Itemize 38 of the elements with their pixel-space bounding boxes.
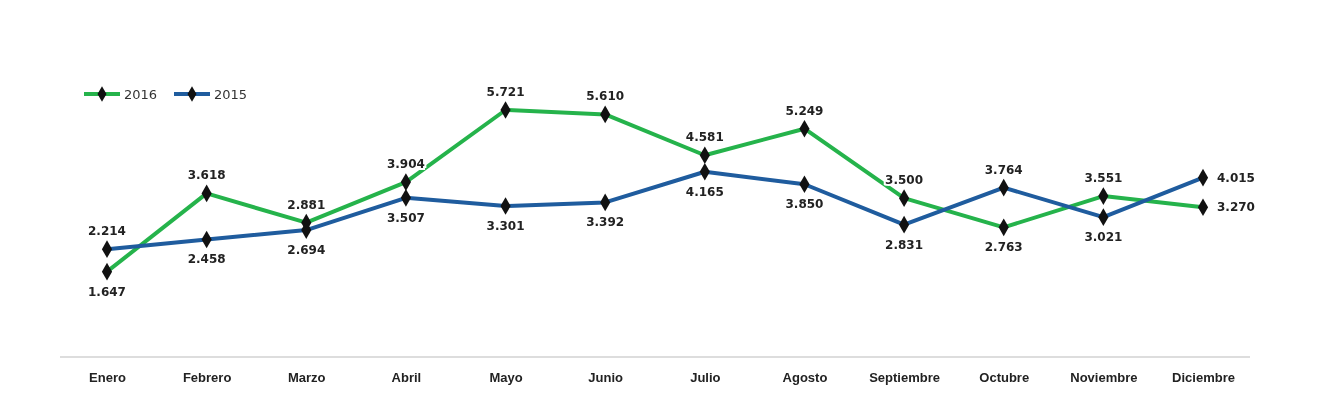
data-label: 5.610 (586, 89, 625, 104)
data-label: 1.647 (88, 284, 126, 299)
data-label: 2.831 (885, 237, 924, 252)
data-label: 3.764 (984, 162, 1023, 177)
x-tick-label: Junio (588, 370, 624, 386)
data-label: 3.270 (1217, 200, 1255, 215)
x-tick-label: Diciembre (1172, 370, 1235, 386)
x-tick-label: Agosto (782, 370, 828, 386)
data-label: 3.392 (586, 215, 625, 230)
x-tick-label: Octubre (979, 370, 1030, 386)
x-tick-label: Noviembre (1070, 370, 1138, 386)
data-label: 2.458 (187, 252, 226, 267)
x-tick-label: Marzo (287, 370, 326, 386)
x-tick-label: Abril (391, 370, 422, 386)
data-label: 3.500 (885, 173, 924, 188)
data-label: 2.763 (984, 240, 1023, 255)
x-tick-label: Septiembre (869, 370, 940, 386)
x-tick-label: Julio (690, 370, 721, 386)
data-label: 5.249 (785, 103, 824, 118)
data-label: 3.618 (187, 168, 226, 183)
data-label: 3.850 (785, 197, 824, 212)
data-label: 4.165 (685, 184, 724, 199)
x-tick-label: Febrero (182, 370, 232, 386)
data-label: 3.551 (1084, 171, 1123, 186)
data-label: 5.721 (486, 85, 525, 99)
data-label: 2.214 (88, 224, 126, 239)
data-label: 4.581 (685, 130, 724, 145)
data-label: 3.904 (386, 157, 425, 172)
legend-label: 2015 (214, 87, 248, 102)
data-label: 3.507 (386, 210, 425, 225)
data-label: 4.015 (1217, 170, 1255, 185)
x-tick-label: Enero (89, 370, 126, 386)
legend-label: 2016 (124, 87, 158, 102)
data-label: 2.694 (287, 243, 326, 258)
data-label: 2.881 (287, 197, 326, 212)
x-tick-label: Mayo (489, 370, 523, 386)
data-label: 3.301 (486, 219, 525, 234)
data-label: 3.021 (1084, 230, 1123, 245)
